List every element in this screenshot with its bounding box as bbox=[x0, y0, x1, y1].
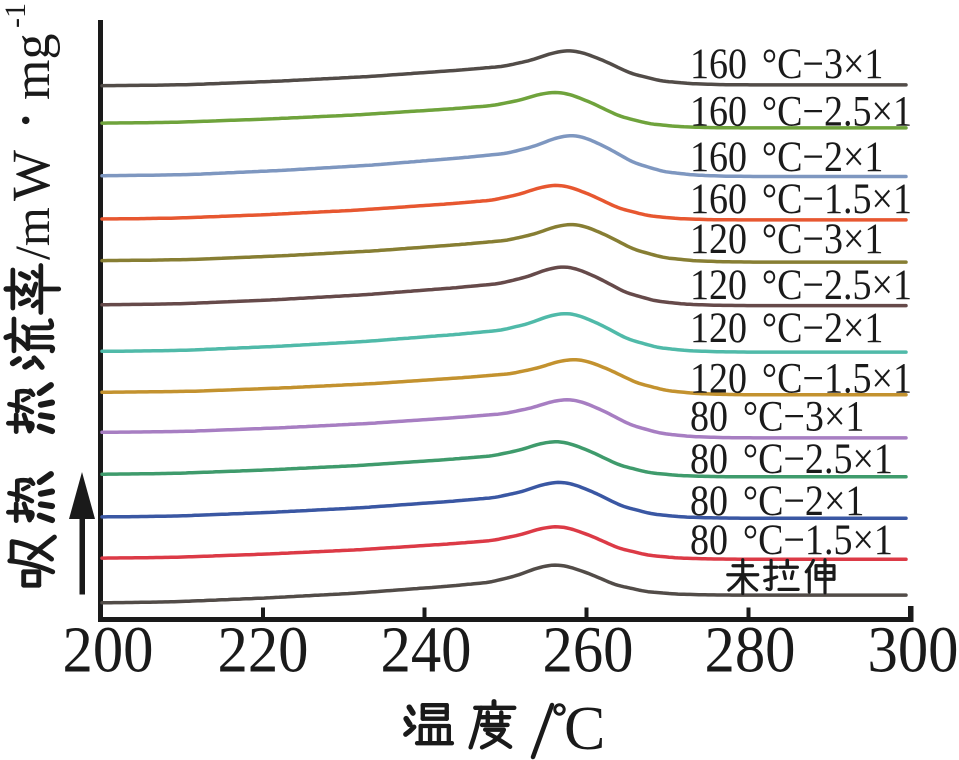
svg-text:200: 200 bbox=[63, 614, 154, 687]
svg-text:W: W bbox=[1, 150, 61, 201]
svg-text:300: 300 bbox=[868, 614, 959, 687]
svg-text:280: 280 bbox=[705, 614, 796, 687]
svg-text:80 °C−2×1: 80 °C−2×1 bbox=[690, 477, 864, 525]
svg-text:120 °C−3×1: 120 °C−3×1 bbox=[690, 215, 883, 263]
svg-text:160 °C−3×1: 160 °C−3×1 bbox=[690, 40, 883, 88]
svg-text:·: · bbox=[0, 110, 61, 131]
svg-text:220: 220 bbox=[218, 614, 309, 687]
svg-text:160 °C−1.5×1: 160 °C−1.5×1 bbox=[690, 175, 912, 223]
svg-text:120 °C−2.5×1: 120 °C−2.5×1 bbox=[690, 261, 912, 309]
svg-text:240: 240 bbox=[381, 614, 472, 687]
svg-text:160 °C−2×1: 160 °C−2×1 bbox=[690, 133, 883, 181]
svg-text:120 °C−2×1: 120 °C−2×1 bbox=[690, 304, 883, 352]
svg-text:80 °C−2.5×1: 80 °C−2.5×1 bbox=[690, 435, 893, 483]
svg-text:120 °C−1.5×1: 120 °C−1.5×1 bbox=[690, 354, 912, 402]
svg-text:-1: -1 bbox=[0, 3, 32, 28]
svg-text:mg: mg bbox=[4, 34, 61, 100]
svg-text:80 °C−1.5×1: 80 °C−1.5×1 bbox=[690, 516, 893, 564]
svg-text:260: 260 bbox=[543, 614, 634, 687]
svg-text:C: C bbox=[564, 695, 605, 760]
svg-text:80 °C−3×1: 80 °C−3×1 bbox=[690, 392, 864, 440]
svg-text:160 °C−2.5×1: 160 °C−2.5×1 bbox=[690, 87, 912, 135]
svg-text:/m: /m bbox=[4, 207, 60, 260]
